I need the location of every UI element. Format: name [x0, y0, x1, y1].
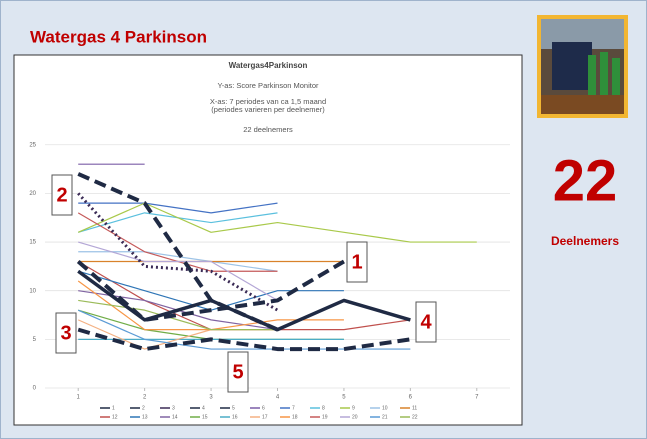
legend-label: 12 — [112, 414, 118, 420]
photo-bottle — [612, 58, 620, 100]
chart-subtitle: 22 deelnemers — [243, 125, 293, 134]
y-tick-label: 15 — [29, 240, 36, 246]
legend-label: 2 — [142, 405, 145, 411]
count-label: Deelnemers — [551, 234, 619, 248]
slide-title: Watergas 4 Parkinson — [30, 27, 207, 46]
legend-label: 11 — [412, 405, 417, 411]
legend-label: 1 — [112, 405, 115, 411]
chart-subtitle: (periodes varieren per deelnemer) — [211, 105, 325, 114]
legend-label: 22 — [412, 414, 418, 420]
legend-label: 20 — [352, 414, 358, 420]
y-tick-label: 10 — [29, 288, 36, 294]
slide: Watergas 4 Parkinson 22 Deelnemers Water… — [0, 0, 647, 439]
annotation-label: 3 — [60, 322, 71, 344]
photo — [537, 15, 628, 118]
annotation-label: 2 — [56, 184, 67, 206]
legend-label: 4 — [202, 405, 205, 411]
legend-label: 13 — [142, 414, 148, 420]
photo-table — [541, 95, 624, 114]
legend-label: 17 — [262, 414, 268, 420]
y-tick-label: 20 — [29, 191, 36, 197]
annotation-label: 1 — [351, 251, 362, 273]
legend-label: 19 — [322, 414, 328, 420]
legend-label: 21 — [382, 414, 388, 420]
legend-label: 3 — [172, 405, 175, 411]
legend-label: 14 — [172, 414, 178, 420]
photo-device — [552, 42, 592, 90]
legend-label: 16 — [232, 414, 238, 420]
legend-label: 15 — [202, 414, 208, 420]
legend-label: 8 — [322, 405, 325, 411]
legend-label: 9 — [352, 405, 355, 411]
photo-bottle — [600, 52, 608, 100]
count: 22 — [553, 148, 618, 213]
y-tick-label: 25 — [29, 142, 36, 148]
legend-label: 18 — [292, 414, 298, 420]
annotation-label: 4 — [420, 311, 432, 333]
legend-label: 7 — [292, 405, 295, 411]
chart-title: Watergas4Parkinson — [229, 61, 308, 70]
annotation-label: 5 — [232, 361, 243, 383]
legend-label: 6 — [262, 405, 265, 411]
legend-label: 5 — [232, 405, 235, 411]
photo-bottle — [588, 55, 596, 100]
legend-label: 10 — [382, 405, 388, 411]
chart-subtitle: Y-as: Score Parkinson Monitor — [217, 81, 319, 90]
